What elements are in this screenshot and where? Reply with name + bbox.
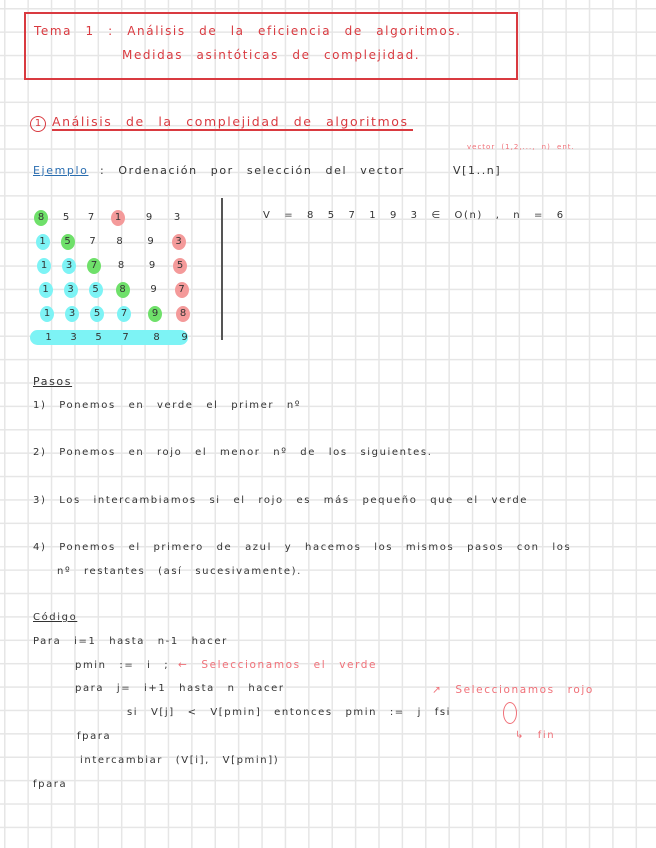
trace-cell: 1 xyxy=(40,306,54,322)
sorted-highlight xyxy=(30,330,188,345)
divider-line xyxy=(221,198,223,340)
title-box: Tema 1 : Análisis de la eficiencia de al… xyxy=(24,12,518,80)
trace-cell: 8 xyxy=(153,332,160,343)
trace-cell: 7 xyxy=(87,258,101,274)
code-line-4: si V[j] < V[pmin] entonces pmin := j fsi xyxy=(127,707,452,718)
trace-cell: 9 xyxy=(150,284,157,295)
example-text: : Ordenación por selección del vector xyxy=(100,164,405,177)
code-line-5: fpara xyxy=(77,731,112,742)
trace-cell: 5 xyxy=(173,258,187,274)
example-label: Ejemplo xyxy=(33,164,89,177)
vector-annotation: vector (1,2,..., n) ent. xyxy=(467,143,575,151)
title-line-2: Medidas asintóticas de complejidad. xyxy=(122,48,421,62)
trace-cell: 3 xyxy=(173,212,181,223)
trace-cell: 7 xyxy=(89,236,96,247)
section-heading: Análisis de la complejidad de algoritmos xyxy=(52,114,413,131)
trace-cell: 7 xyxy=(87,212,95,223)
trace-cell: 9 xyxy=(145,212,153,223)
trace-cell: 5 xyxy=(62,212,70,223)
trace-cell: 1 xyxy=(111,210,125,226)
trace-cell: 8 xyxy=(34,210,48,226)
vector-formula: V = 8 5 7 1 9 3 ∈ O(n) , n = 6 xyxy=(263,210,565,221)
code-line-3: para j= i+1 hasta n hacer xyxy=(75,683,285,694)
trace-cell: 9 xyxy=(147,236,154,247)
fsi-circle xyxy=(503,702,517,724)
step-1: 1) Ponemos en verde el primer nº xyxy=(33,400,302,411)
trace-cell: 9 xyxy=(148,306,162,322)
trace-cell: 5 xyxy=(88,282,103,298)
trace-cell: 1 xyxy=(35,234,50,250)
trace-cell: 3 xyxy=(65,306,79,322)
trace-cell: 5 xyxy=(60,234,75,250)
trace-cell: 9 xyxy=(181,332,188,343)
section-number: 1 xyxy=(30,116,46,132)
trace-cell: 9 xyxy=(148,260,156,271)
trace-cell: 3 xyxy=(63,282,78,298)
code-line-2: pmin := i ; xyxy=(75,660,170,671)
note-fin: ↳ fin xyxy=(515,730,556,741)
title-line-1: Tema 1 : Análisis de la eficiencia de al… xyxy=(34,24,462,38)
example-vector: V[1..n] xyxy=(453,164,502,177)
step-4-cont: nº restantes (así sucesivamente). xyxy=(57,566,302,577)
note-green: ← Seleccionamos el verde xyxy=(178,659,378,671)
step-3: 3) Los intercambiamos si el rojo es más … xyxy=(33,495,529,506)
code-heading: Código xyxy=(33,612,78,623)
trace-cell: 1 xyxy=(45,332,52,343)
trace-cell: 7 xyxy=(174,282,189,298)
step-4: 4) Ponemos el primero de azul y hacemos … xyxy=(33,542,572,553)
trace-cell: 8 xyxy=(117,260,125,271)
note-red: ↗ Seleccionamos rojo xyxy=(432,684,594,696)
code-line-7: fpara xyxy=(33,779,68,790)
steps-heading: Pasos xyxy=(33,375,73,388)
trace-cell: 5 xyxy=(95,332,102,343)
code-line-1: Para i=1 hasta n-1 hacer xyxy=(33,636,228,647)
trace-cell: 8 xyxy=(115,282,130,298)
trace-cell: 7 xyxy=(122,332,129,343)
trace-cell: 3 xyxy=(171,234,186,250)
step-2: 2) Ponemos en rojo el menor nº de los si… xyxy=(33,447,433,458)
trace-cell: 5 xyxy=(90,306,104,322)
code-line-6: intercambiar (V[i], V[pmin]) xyxy=(80,755,280,766)
trace-cell: 1 xyxy=(38,282,53,298)
trace-cell: 7 xyxy=(117,306,131,322)
trace-cell: 1 xyxy=(37,258,51,274)
trace-cell: 8 xyxy=(116,236,123,247)
trace-cell: 8 xyxy=(176,306,190,322)
trace-cell: 3 xyxy=(62,258,76,274)
trace-cell: 3 xyxy=(70,332,77,343)
